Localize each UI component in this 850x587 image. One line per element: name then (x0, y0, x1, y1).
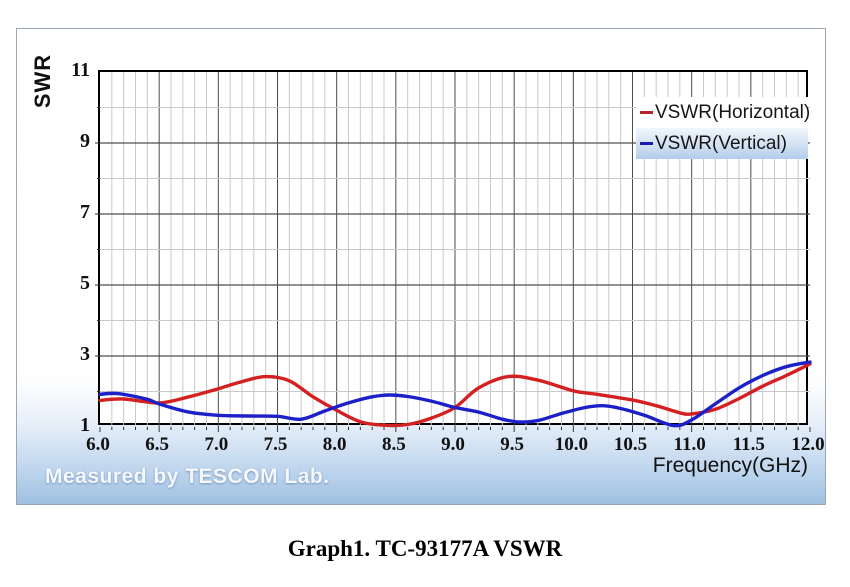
y-tick-label: 7 (80, 201, 90, 223)
x-tick-label: 6.0 (86, 434, 110, 455)
legend-label-vertical: VSWR(Vertical) (655, 132, 787, 154)
vertical-series-dash-icon (640, 142, 653, 145)
chart-legend: VSWR(Horizontal) VSWR(Vertical) (636, 97, 811, 159)
x-tick-label: 8.0 (322, 434, 347, 455)
x-tick-label: 9.0 (441, 434, 465, 455)
x-tick-label: 9.5 (500, 434, 525, 455)
y-tick-label: 1 (80, 414, 90, 436)
legend-label-horizontal: VSWR(Horizontal) (655, 101, 811, 123)
horizontal-series-dash-icon (640, 111, 653, 114)
y-tick-label: 11 (71, 59, 90, 81)
x-tick-label: 11.0 (673, 434, 706, 455)
x-tick-label: 8.5 (381, 434, 406, 455)
series-line-vertical (98, 360, 812, 428)
legend-entry-horizontal: VSWR(Horizontal) (636, 97, 811, 128)
y-tick-label: 5 (80, 272, 90, 294)
x-tick-label: 10.5 (613, 434, 648, 455)
x-tick-label: 7.0 (204, 434, 229, 455)
legend-entry-vertical: VSWR(Vertical) (636, 128, 808, 159)
plot-area: VSWR(Horizontal) VSWR(Vertical) (95, 70, 812, 432)
figure-caption: Graph1. TC-93177A VSWR (287, 536, 563, 561)
x-axis-title: Frequency(GHz) (652, 454, 808, 477)
y-tick-label: 3 (80, 343, 90, 365)
x-tick-label: 7.5 (263, 434, 288, 455)
y-tick-label: 9 (80, 130, 90, 152)
chart-panel: SWR VSWR(Horizontal) VSWR(Vertical) 11 9 7… (16, 28, 826, 505)
watermark-text: Measured by TESCOM Lab. (45, 465, 330, 488)
x-tick-label: 6.5 (145, 434, 170, 455)
x-tick-label: 10.0 (554, 434, 588, 455)
x-tick-label: 12.0 (791, 434, 825, 455)
x-tick-label: 11.5 (732, 434, 765, 455)
vswr-chart (95, 72, 812, 432)
